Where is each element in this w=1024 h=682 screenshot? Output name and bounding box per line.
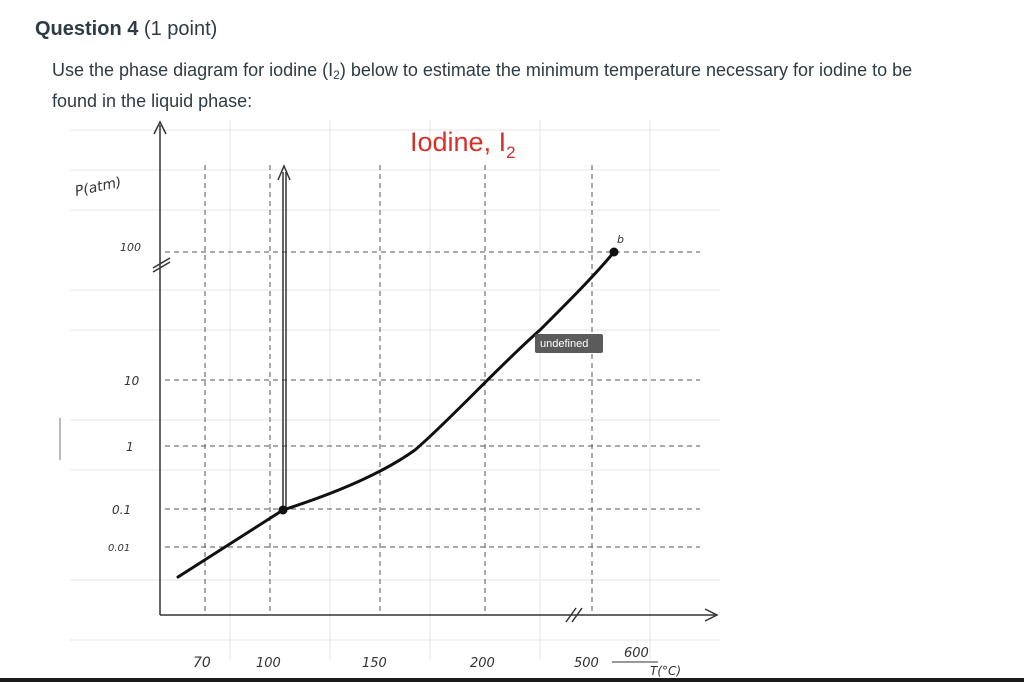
- critical-point: [609, 247, 619, 257]
- x-tick-label: 200: [470, 656, 495, 671]
- axis-break-x-2: [571, 607, 583, 623]
- y-tick-label: 1: [126, 440, 134, 454]
- x-tick-label: 150: [362, 656, 387, 671]
- bottom-border: [0, 678, 1024, 682]
- undefined-tag-bg: [535, 334, 603, 353]
- prompt-text-end: ) below to estimate the minimum temperat…: [52, 60, 913, 111]
- y-axis-arrow: [153, 120, 167, 135]
- axis-break-y-2: [152, 261, 171, 273]
- paper-grid: [70, 120, 720, 660]
- fusion-curve-group: [277, 164, 291, 510]
- question-title: Question 4: [35, 18, 139, 40]
- x-tick-label: 500: [574, 656, 599, 671]
- sublimation-curve: [176, 508, 285, 579]
- diagram-title: Iodine, I2: [410, 127, 516, 162]
- y-axis-label: P(atm): [74, 174, 123, 199]
- fusion-curve-arrow: [277, 164, 291, 181]
- triple-point: [278, 505, 288, 515]
- question-header: Question 4 (1 point): [35, 16, 217, 42]
- vaporization-curve: [281, 250, 616, 512]
- y-tick-label: 0.1: [112, 503, 131, 517]
- prompt-text-start: Use the phase diagram for iodine (I: [52, 60, 334, 80]
- question-points: (1 point): [143, 18, 218, 40]
- phase-boundaries: [176, 250, 616, 579]
- axis-break-x: [565, 607, 577, 623]
- y-tick-label: 0.01: [108, 543, 130, 554]
- y-tick-label: 100: [120, 241, 141, 254]
- question-prompt: Use the phase diagram for iodine (I2) be…: [52, 57, 952, 114]
- x-tick-label: 100: [256, 656, 281, 671]
- x-tick-label: 600: [624, 646, 649, 661]
- x-tick-label: 70: [193, 655, 211, 671]
- y-tick-label: 10: [124, 374, 140, 388]
- undefined-tag: undefined: [540, 338, 588, 350]
- axes: [152, 120, 719, 623]
- axis-break-y: [152, 257, 171, 269]
- prompt-subscript: 2: [333, 68, 340, 82]
- x-axis-arrow: [704, 608, 719, 622]
- x-axis-label: T(°C): [650, 664, 681, 678]
- critical-point-label: b: [617, 233, 624, 246]
